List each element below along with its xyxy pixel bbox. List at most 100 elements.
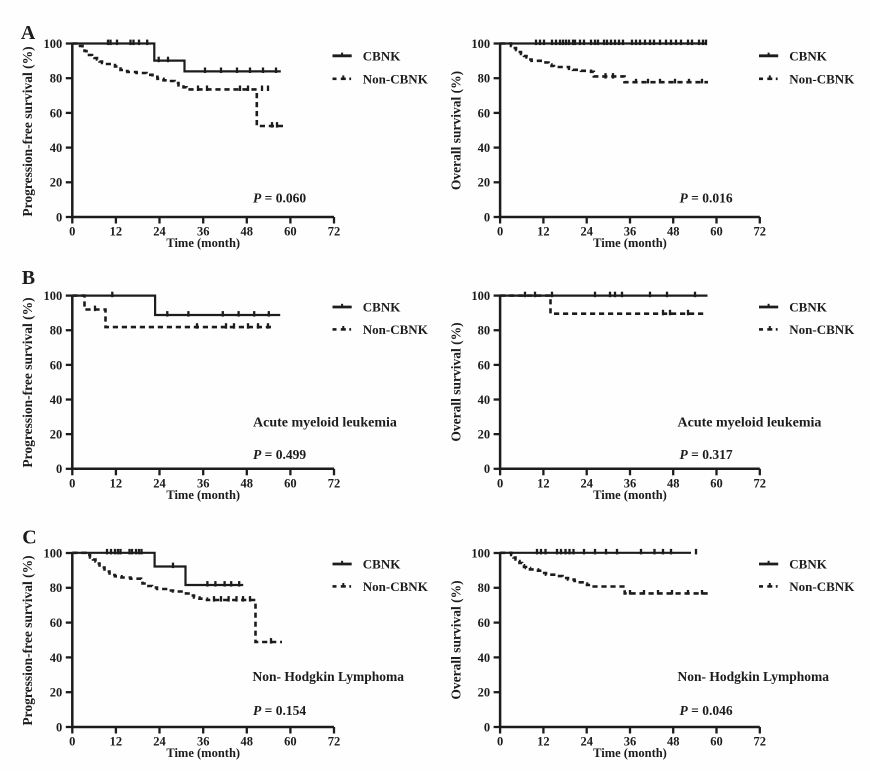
svg-text:48: 48	[241, 476, 254, 490]
svg-text:CBNK: CBNK	[789, 48, 827, 63]
svg-text:80: 80	[50, 324, 63, 338]
svg-text:36: 36	[197, 476, 210, 490]
svg-text:48: 48	[241, 225, 254, 239]
svg-text:P = 0.046: P = 0.046	[680, 703, 733, 718]
svg-text:40: 40	[478, 393, 491, 407]
svg-text:Acute myeloid leukemia: Acute myeloid leukemia	[253, 415, 397, 430]
svg-text:Non-CBNK: Non-CBNK	[789, 71, 855, 86]
svg-text:0: 0	[69, 735, 75, 749]
svg-text:Time (month): Time (month)	[593, 236, 667, 250]
svg-text:0: 0	[56, 462, 62, 476]
svg-text:P = 0.499: P = 0.499	[253, 447, 306, 462]
svg-text:36: 36	[624, 735, 637, 749]
svg-text:Overall survival (%): Overall survival (%)	[449, 71, 464, 190]
svg-text:40: 40	[50, 141, 63, 155]
svg-text:P = 0.154: P = 0.154	[253, 703, 306, 718]
svg-text:100: 100	[471, 546, 490, 560]
svg-text:Progression-free survival (%): Progression-free survival (%)	[20, 555, 35, 725]
svg-text:B: B	[22, 267, 35, 289]
svg-text:40: 40	[50, 393, 63, 407]
svg-text:36: 36	[624, 225, 637, 239]
svg-text:Time (month): Time (month)	[593, 746, 667, 760]
svg-text:Time (month): Time (month)	[166, 488, 240, 502]
svg-text:P = 0.060: P = 0.060	[253, 190, 306, 205]
svg-text:60: 60	[710, 476, 723, 490]
svg-text:72: 72	[328, 225, 341, 239]
svg-text:0: 0	[497, 735, 503, 749]
svg-text:CBNK: CBNK	[789, 300, 827, 315]
svg-text:60: 60	[478, 358, 491, 372]
svg-text:A: A	[21, 22, 36, 44]
svg-text:0: 0	[69, 225, 75, 239]
svg-text:CBNK: CBNK	[363, 557, 401, 572]
svg-text:40: 40	[478, 141, 491, 155]
svg-text:Overall survival (%): Overall survival (%)	[449, 580, 464, 699]
svg-text:36: 36	[197, 225, 210, 239]
svg-text:12: 12	[110, 225, 123, 239]
svg-text:36: 36	[197, 735, 210, 749]
svg-text:Time (month): Time (month)	[593, 488, 667, 502]
svg-text:80: 80	[478, 324, 491, 338]
svg-text:Non-CBNK: Non-CBNK	[363, 71, 429, 86]
svg-text:24: 24	[153, 735, 166, 749]
svg-text:Non-CBNK: Non-CBNK	[363, 579, 429, 594]
svg-text:12: 12	[110, 735, 123, 749]
svg-text:60: 60	[478, 616, 491, 630]
svg-text:24: 24	[153, 225, 166, 239]
svg-text:60: 60	[284, 735, 297, 749]
svg-text:20: 20	[50, 428, 63, 442]
svg-text:0: 0	[497, 476, 503, 490]
svg-text:80: 80	[50, 581, 63, 595]
svg-text:0: 0	[56, 720, 62, 734]
svg-text:Time (month): Time (month)	[166, 746, 240, 760]
svg-text:48: 48	[667, 225, 680, 239]
svg-text:Overall survival (%): Overall survival (%)	[449, 322, 464, 441]
svg-text:80: 80	[478, 72, 491, 86]
svg-text:0: 0	[484, 210, 490, 224]
svg-text:Non-CBNK: Non-CBNK	[789, 322, 855, 337]
svg-text:CBNK: CBNK	[363, 300, 401, 315]
svg-text:72: 72	[328, 735, 341, 749]
svg-text:12: 12	[537, 225, 550, 239]
svg-text:72: 72	[328, 476, 341, 490]
svg-text:CBNK: CBNK	[363, 48, 401, 63]
svg-text:60: 60	[478, 106, 491, 120]
svg-text:48: 48	[241, 735, 254, 749]
svg-text:Progression-free survival (%): Progression-free survival (%)	[20, 46, 35, 216]
svg-text:Non- Hodgkin Lymphoma: Non- Hodgkin Lymphoma	[253, 669, 405, 684]
svg-text:0: 0	[497, 225, 503, 239]
svg-text:24: 24	[580, 476, 593, 490]
svg-text:Non-CBNK: Non-CBNK	[789, 579, 855, 594]
svg-text:12: 12	[110, 476, 123, 490]
svg-text:12: 12	[537, 735, 550, 749]
svg-text:0: 0	[69, 476, 75, 490]
svg-text:60: 60	[284, 225, 297, 239]
svg-text:72: 72	[754, 735, 767, 749]
svg-text:100: 100	[471, 37, 490, 51]
svg-text:100: 100	[44, 289, 63, 303]
svg-text:24: 24	[153, 476, 166, 490]
svg-text:24: 24	[580, 735, 593, 749]
svg-text:24: 24	[580, 225, 593, 239]
svg-text:72: 72	[754, 476, 767, 490]
svg-text:72: 72	[754, 225, 767, 239]
svg-text:0: 0	[484, 462, 490, 476]
svg-text:20: 20	[478, 428, 491, 442]
svg-text:Time (month): Time (month)	[166, 236, 240, 250]
svg-text:C: C	[22, 527, 36, 549]
svg-text:20: 20	[50, 686, 63, 700]
svg-text:60: 60	[284, 476, 297, 490]
svg-text:48: 48	[667, 476, 680, 490]
svg-text:Acute myeloid leukemia: Acute myeloid leukemia	[678, 415, 822, 430]
svg-text:100: 100	[44, 546, 63, 560]
svg-text:20: 20	[478, 686, 491, 700]
svg-text:100: 100	[44, 37, 63, 51]
svg-text:48: 48	[667, 735, 680, 749]
svg-text:20: 20	[478, 176, 491, 190]
svg-text:20: 20	[50, 176, 63, 190]
svg-text:P = 0.317: P = 0.317	[680, 447, 733, 462]
svg-text:60: 60	[710, 225, 723, 239]
svg-text:80: 80	[50, 72, 63, 86]
svg-text:60: 60	[50, 358, 63, 372]
svg-text:60: 60	[710, 735, 723, 749]
